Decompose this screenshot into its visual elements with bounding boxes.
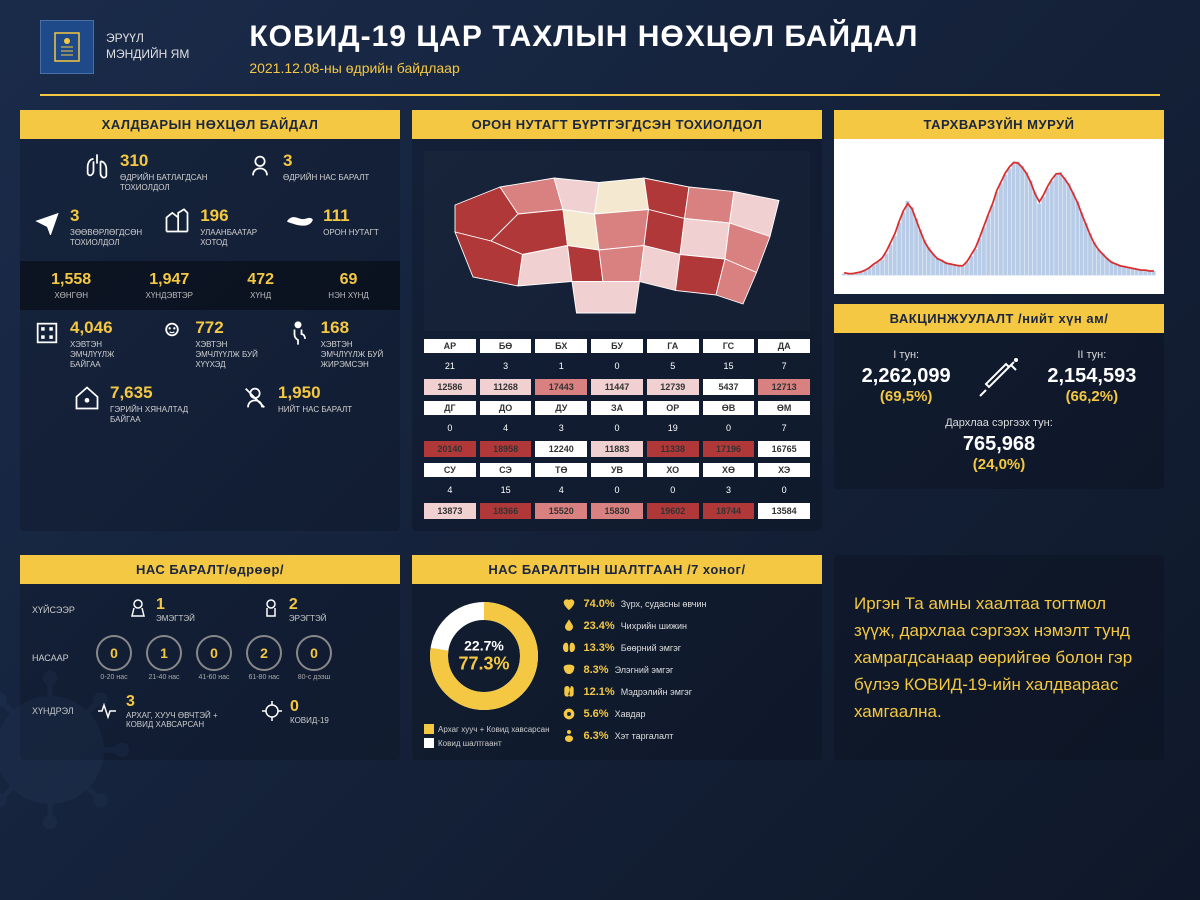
stat-deaths-today: 3ӨДРИЙН НАС БАРАЛТ (245, 151, 388, 192)
page-title: КОВИД-19 ЦАР ТАХЛЫН НӨХЦӨЛ БАЙДАЛ (249, 20, 918, 54)
deaths-daily-title: НАС БАРАЛТ/өдрөөр/ (20, 555, 400, 584)
header: ЭРҮҮЛ МЭНДИЙН ЯМ КОВИД-19 ЦАР ТАХЛЫН НӨХ… (0, 0, 1200, 86)
stat-pregnant: 168ХЭВТЭН ЭМЧЛҮҮЛЖ БУЙ ЖИРЭМСЭН (283, 318, 388, 369)
booster: Дархлаа сэргээх тун: 765,968 (24,0%) (850, 417, 1148, 473)
complication-row: ХҮНДРЭЛ 3АРХАГ, ХУУЧ ӨВЧТЭЙ + КОВИД ХАВС… (32, 693, 388, 729)
syringe-icon (974, 352, 1024, 402)
advisory-message: Иргэн Та амны хаалтаа тогтмол зүүж, дарх… (854, 590, 1144, 726)
stat-rural: 111ОРОН НУТАГТ (285, 206, 388, 247)
baby-icon (157, 318, 187, 348)
right-col: ТАРХВАРЗҮЙН МУРУЙ ВАКЦИНЖУУЛАЛТ /нийт хү… (834, 110, 1164, 531)
org-name: ЭРҮҮЛ МЭНДИЙН ЯМ (106, 31, 189, 62)
hospital-icon (32, 318, 62, 348)
stat-children: 772ХЭВТЭН ЭМЧЛҮҮЛЖ БУЙ ХҮҮХЭД (157, 318, 262, 369)
pregnant-icon (283, 318, 313, 348)
title-block: КОВИД-19 ЦАР ТАХЛЫН НӨХЦӨЛ БАЙДАЛ 2021.1… (249, 20, 918, 76)
stat-home: 7,635ГЭРИЙН ХЯНАЛТАД БАЙГАА (72, 383, 220, 424)
severity-bar: 1,558ХӨНГӨН 1,947ХҮНДЭВТЭР 472ХҮНД 69НЭН… (20, 261, 400, 310)
death-causes-panel: НАС БАРАЛТЫН ШАЛТГААН /7 хоног/ 22.7% 77… (412, 555, 822, 760)
stat-imported: 3ЗӨӨВӨРЛӨГДСӨН ТОХИОЛДОЛ (32, 206, 142, 247)
cause-list: 74.0%Зүрх, судасны өвчин23.4%Чихрийн шиж… (561, 596, 810, 748)
gov-logo (40, 20, 94, 74)
mongolia-icon (285, 206, 315, 236)
gender-row: ХҮЙСЭЭР 1ЭМЭГТЭЙ 2ЭРЭГТЭЙ (32, 596, 388, 623)
lungs-icon (82, 151, 112, 181)
main-grid: ХАЛДВАРЫН НӨХЦӨЛ БАЙДАЛ 310ӨДРИЙН БАТЛАГ… (0, 110, 1200, 760)
stat-total-deaths: 1,950НИЙТ НАС БАРАЛТ (240, 383, 388, 424)
donut-block: 22.7% 77.3% Архаг хууч + Ковид хавсарсан… (424, 596, 549, 748)
virus-icon (260, 699, 284, 723)
male-icon (259, 598, 283, 622)
age-row: НАСААР 00-20 нас121-40 нас041-60 нас261-… (32, 635, 388, 681)
stat-ub: 196УЛААНБААТАР ХОТОД (162, 206, 265, 247)
curve-title: ТАРХВАРЗҮЙН МУРУЙ (834, 110, 1164, 139)
mongolia-map (424, 151, 810, 331)
date-subtitle: 2021.12.08-ны өдрийн байдлаар (249, 60, 918, 76)
plane-icon (32, 206, 62, 236)
death-icon (245, 151, 275, 181)
infection-title: ХАЛДВАРЫН НӨХЦӨЛ БАЙДАЛ (20, 110, 400, 139)
infection-panel: ХАЛДВАРЫН НӨХЦӨЛ БАЙДАЛ 310ӨДРИЙН БАТЛАГ… (20, 110, 400, 531)
vacc-title: ВАКЦИНЖУУЛАЛТ /нийт хүн ам/ (834, 304, 1164, 333)
stat-confirmed: 310ӨДРИЙН БАТЛАГДСАН ТОХИОЛДОЛ (82, 151, 225, 192)
heartbeat-icon (96, 699, 120, 723)
female-icon (126, 598, 150, 622)
deaths-daily-panel: НАС БАРАЛТ/өдрөөр/ ХҮЙСЭЭР 1ЭМЭГТЭЙ 2ЭРЭ… (20, 555, 400, 760)
region-table: АРБӨБХБУГАГСДА21310515712586112681744311… (424, 339, 810, 519)
message-panel: Иргэн Та амны хаалтаа тогтмол зүүж, дарх… (834, 555, 1164, 760)
logo-block: ЭРҮҮЛ МЭНДИЙН ЯМ (40, 20, 189, 74)
regional-panel: ОРОН НУТАГТ БҮРТГЭГДСЭН ТОХИОЛДОЛ АРБӨБХ… (412, 110, 822, 531)
curve-panel: ТАРХВАРЗҮЙН МУРУЙ (834, 110, 1164, 294)
epi-curve-chart (834, 139, 1164, 294)
dose2: II тун: 2,154,593 (66,2%) (1047, 349, 1136, 405)
stat-hospitalized: 4,046ХЭВТЭН ЭМЧЛҮҮЛЖ БАЙГАА (32, 318, 137, 369)
dose1: I тун: 2,262,099 (69,5%) (862, 349, 951, 405)
donut-chart: 22.7% 77.3% (424, 596, 544, 716)
regional-title: ОРОН НУТАГТ БҮРТГЭГДСЭН ТОХИОЛДОЛ (412, 110, 822, 139)
home-icon (72, 383, 102, 413)
divider (40, 94, 1160, 96)
total-death-icon (240, 383, 270, 413)
causes-title: НАС БАРАЛТЫН ШАЛТГААН /7 хоног/ (412, 555, 822, 584)
vaccination-panel: ВАКЦИНЖУУЛАЛТ /нийт хүн ам/ I тун: 2,262… (834, 304, 1164, 489)
city-icon (162, 206, 192, 236)
